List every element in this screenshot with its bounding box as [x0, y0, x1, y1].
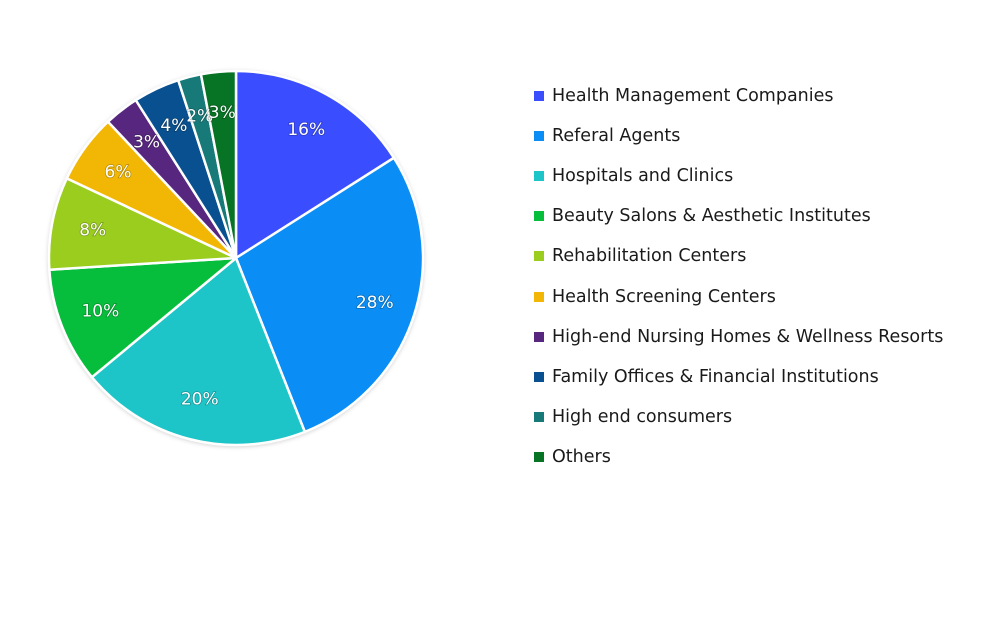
legend-item-beauty-salons[interactable]: Beauty Salons & Aesthetic Institutes [534, 196, 943, 236]
slice-percent-label: 16% [287, 120, 325, 140]
legend-swatch-icon [534, 411, 544, 422]
legend-item-referal-agents[interactable]: Referal Agents [534, 116, 943, 156]
pie-slice[interactable] [234, 69, 396, 260]
legend-label: High end consumers [552, 406, 733, 427]
legend-label: Health Management Companies [552, 86, 834, 107]
legend-swatch-icon [534, 291, 544, 302]
pie-labels: 16%28%20%10%8%6%3%4%2%3% [78, 102, 394, 410]
legend-item-others[interactable]: Others [534, 437, 943, 477]
slice-percent-label: 10% [81, 302, 119, 322]
legend-item-high-end-consumers[interactable]: High end consumers [534, 397, 943, 437]
legend: Health Management Companies Referal Agen… [534, 76, 943, 477]
slice-percent-label: 6% [105, 162, 132, 182]
pie-slices [47, 69, 425, 447]
pie-slice[interactable] [234, 156, 425, 434]
pie-slice[interactable] [90, 256, 307, 447]
legend-item-family-offices[interactable]: Family Offices & Financial Institutions [534, 357, 943, 397]
legend-label: Health Screening Centers [552, 286, 776, 307]
slice-percent-label: 4% [160, 116, 187, 136]
slice-percent-label: 20% [181, 389, 219, 409]
legend-label: Beauty Salons & Aesthetic Institutes [552, 206, 871, 227]
legend-item-health-management[interactable]: Health Management Companies [534, 76, 943, 116]
pie-slice[interactable] [199, 69, 238, 260]
slice-percent-label: 8% [79, 221, 106, 241]
pie-slice[interactable] [48, 256, 238, 379]
legend-swatch-icon [534, 251, 544, 262]
legend-label: Others [552, 446, 611, 467]
legend-item-hospitals-clinics[interactable]: Hospitals and Clinics [534, 156, 943, 196]
legend-swatch-icon [534, 331, 544, 342]
slice-percent-label: 2% [186, 107, 213, 127]
legend-swatch-icon [534, 211, 544, 222]
legend-label: Hospitals and Clinics [552, 166, 734, 187]
legend-swatch-icon [534, 171, 544, 182]
legend-label: Referal Agents [552, 126, 681, 147]
legend-swatch-icon [534, 451, 544, 462]
legend-label: High-end Nursing Homes & Wellness Resort… [552, 326, 944, 347]
slice-percent-label: 3% [209, 103, 236, 123]
legend-swatch-icon [534, 131, 544, 142]
legend-swatch-icon [534, 91, 544, 102]
slice-percent-label: 28% [356, 293, 394, 313]
legend-label: Family Offices & Financial Institutions [552, 366, 879, 387]
legend-swatch-icon [534, 371, 544, 382]
pie-slice[interactable] [47, 177, 238, 271]
legend-item-rehabilitation[interactable]: Rehabilitation Centers [534, 236, 943, 276]
slice-percent-label: 3% [133, 133, 160, 153]
legend-label: Rehabilitation Centers [552, 246, 747, 267]
legend-item-health-screening[interactable]: Health Screening Centers [534, 276, 943, 316]
legend-item-nursing-homes[interactable]: High-end Nursing Homes & Wellness Resort… [534, 317, 943, 357]
